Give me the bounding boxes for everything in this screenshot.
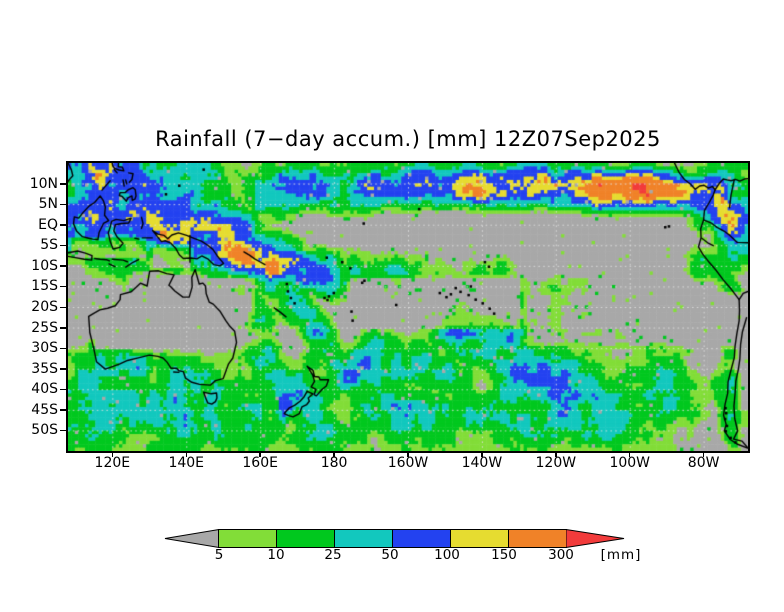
colorbar-level-label: 25 [324, 547, 342, 563]
lat-tickmark [60, 409, 66, 411]
lon-tick-label: 120E [94, 455, 131, 471]
colorbar [163, 529, 626, 548]
lat-tickmark [60, 224, 66, 226]
chart-title: Rainfall (7−day accum.) [mm] 12Z07Sep202… [155, 127, 661, 151]
lon-tickmark [628, 451, 631, 457]
colorbar-unit-label: [mm] [600, 547, 642, 563]
colorbar-level-label: 50 [381, 547, 399, 563]
lat-tickmark [60, 327, 66, 329]
colorbar-underflow-arrow [164, 529, 219, 548]
lat-tickmark [60, 285, 66, 288]
lat-tick-label: 5S [40, 237, 58, 254]
lon-tickmark [702, 451, 705, 457]
lat-tick-label: 20S [31, 299, 58, 315]
lat-tick-label: 40S [31, 381, 58, 398]
lat-tick-label: 25S [31, 319, 58, 336]
lat-tickmark [60, 368, 66, 370]
colorbar-segment [334, 529, 393, 548]
lon-tick-label: 140E [168, 455, 205, 471]
lat-tickmark [60, 265, 66, 267]
colorbar-segment [392, 529, 451, 548]
lat-tickmark [60, 429, 66, 432]
colorbar-level-label: 100 [434, 547, 460, 563]
lat-tick-label: 10N [29, 175, 58, 192]
lon-tickmark [259, 451, 261, 457]
colorbar-segment [508, 529, 567, 548]
map-frame [66, 161, 750, 453]
colorbar-level-label: 5 [214, 547, 224, 563]
colorbar-level-label: 150 [491, 547, 517, 563]
lat-tickmark [60, 347, 66, 350]
lat-tickmark [60, 203, 66, 206]
lon-tick-label: 140W [461, 455, 503, 471]
lat-tick-label: 5N [38, 196, 58, 213]
lon-tick-label: 100W [609, 455, 651, 471]
lon-tickmark [185, 451, 187, 457]
lat-tick-label: EQ [38, 216, 58, 233]
lat-tick-label: 45S [31, 401, 58, 418]
colorbar-level-label: 10 [267, 547, 285, 563]
lat-tick-label: 10S [31, 257, 58, 274]
lon-tickmark [333, 451, 335, 457]
rainfall-map-canvas [68, 163, 748, 451]
lat-tickmark [60, 306, 66, 308]
lon-tickmark [111, 451, 114, 457]
colorbar-segment [450, 529, 509, 548]
lat-tickmark [60, 183, 66, 185]
lat-tickmark [60, 244, 66, 247]
lon-tick-label: 180 [320, 455, 348, 471]
lon-tick-label: 120W [535, 455, 577, 471]
lat-tick-label: 30S [31, 340, 58, 357]
lon-tick-label: 160E [242, 455, 278, 471]
lon-tick-label: 160W [387, 455, 429, 471]
colorbar-overflow-arrow [566, 529, 625, 548]
lon-tick-label: 80W [687, 455, 720, 471]
lat-tick-label: 35S [31, 360, 58, 377]
colorbar-segment [276, 529, 335, 548]
lat-tickmark [60, 388, 66, 391]
lat-tick-label: 15S [31, 278, 58, 295]
lat-tick-label: 50S [31, 422, 58, 439]
lon-tickmark [555, 451, 557, 457]
lon-tickmark [481, 451, 483, 457]
colorbar-segment [218, 529, 277, 548]
lon-tickmark [407, 451, 409, 457]
colorbar-level-label: 300 [548, 547, 574, 563]
